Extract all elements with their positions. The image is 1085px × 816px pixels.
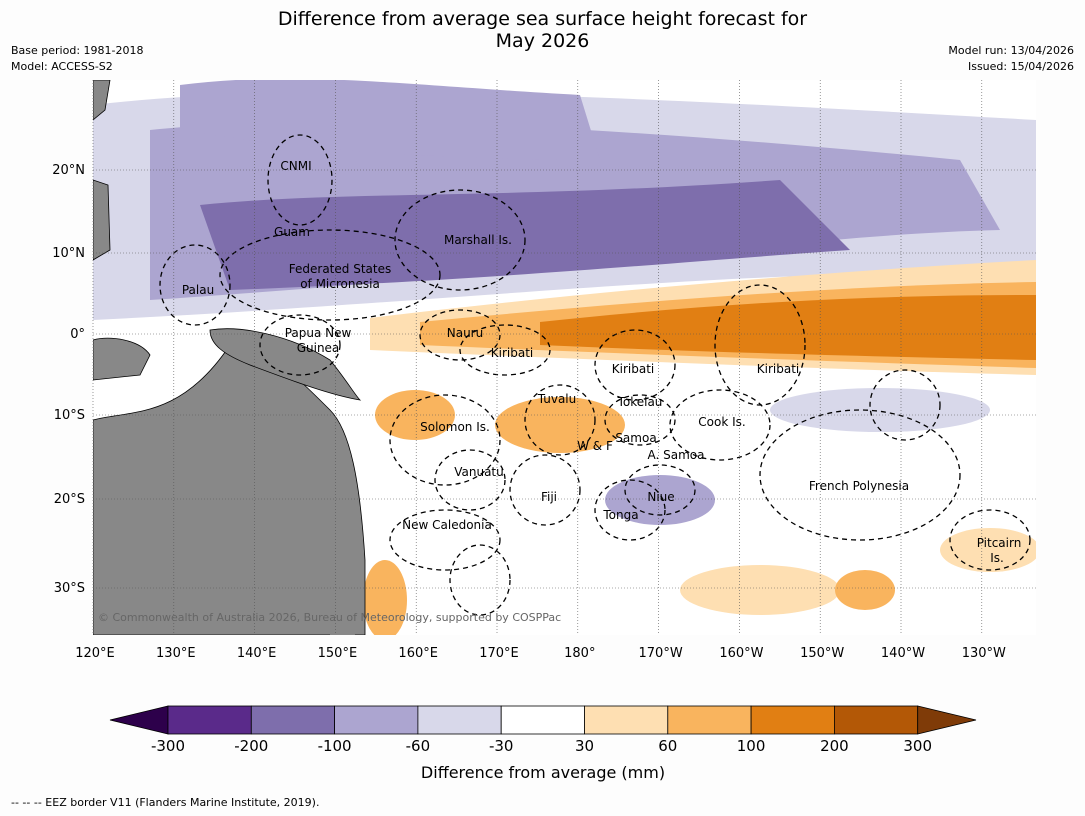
region-label: New Caledonia (402, 518, 492, 532)
region-label: Kiribati (491, 346, 533, 360)
colorbar-extend-low (109, 705, 169, 735)
lon-label: 130°W (962, 646, 1006, 661)
longitude-labels: 120°E 130°E 140°E 150°E 160°E 170°E 180° 170°W 1… (75, 646, 1006, 661)
lon-label: 150°E (318, 646, 358, 661)
colorbar-tick: -300 (151, 737, 185, 755)
title-line-2: May 2026 (495, 30, 590, 52)
region-label: Vanuatu (454, 465, 504, 479)
region-label: Niue (647, 490, 674, 504)
title-line-1: Difference from average sea surface heig… (277, 8, 808, 30)
colorbar-extend-high (917, 705, 977, 735)
lat-label: 0° (70, 327, 85, 342)
lat-label: 20°N (52, 163, 85, 178)
region-label: French Polynesia (809, 479, 909, 493)
colorbar-swatch (500, 705, 585, 735)
region-label: Marshall Is. (444, 233, 512, 247)
colorbar-label: Difference from average (mm) (421, 763, 665, 782)
region-label: Tokelau (617, 395, 663, 409)
anomaly-dark-purple-north (200, 180, 850, 290)
region-label: of Micronesia (300, 277, 380, 291)
region-label: Kiribati (757, 362, 799, 376)
colorbar-swatch (250, 705, 336, 735)
region-label: Palau (182, 283, 214, 297)
land-new-zealand-north (330, 600, 355, 635)
region-label: Fiji (541, 490, 557, 504)
anomaly-dark-orange-equator (540, 295, 1036, 360)
colorbar-tick: -100 (318, 737, 352, 755)
lon-label: 140°W (881, 646, 925, 661)
region-label: Guam (274, 225, 310, 239)
anomaly-purple-niue (605, 475, 715, 525)
region-label: Guinea (297, 341, 340, 355)
colorbar-swatch (834, 705, 919, 735)
anomaly-orange-tuvalu (495, 397, 625, 453)
colorbar-swatch (750, 705, 835, 735)
region-label: Cook Is. (698, 415, 745, 429)
anomaly-light-orange-south (680, 565, 840, 615)
region-label: Federated States (289, 262, 391, 276)
meta-right: Model run: 13/04/2026 Issued: 15/04/2026 (948, 43, 1074, 75)
issued-date: Issued: 15/04/2026 (967, 60, 1074, 73)
anomaly-light-purple-east (770, 388, 990, 432)
map-title: Difference from average sea surface heig… (0, 8, 1085, 52)
lon-label: 130°E (156, 646, 196, 661)
colorbar-swatch (417, 705, 502, 735)
eez-borders (159, 134, 1031, 616)
colorbar-tick: 30 (575, 737, 594, 755)
colorbar-tick: -60 (406, 737, 431, 755)
gridlines (92, 80, 1036, 635)
region-label: Tuvalu (537, 392, 577, 406)
anomaly-orange-tasman (363, 560, 407, 635)
lon-label: 170°E (479, 646, 519, 661)
eez-legend: -- -- -- EEZ border V11 (Flanders Marine… (11, 796, 320, 809)
region-label: Papua New (285, 326, 352, 340)
region-label: Samoa (615, 431, 656, 445)
model-run: Model run: 13/04/2026 (948, 44, 1074, 57)
lon-label: 160°E (398, 646, 438, 661)
lon-label: 160°W (719, 646, 763, 661)
lat-label: 20°S (54, 492, 85, 507)
lon-label: 180° (564, 646, 595, 661)
map-area (93, 80, 1036, 635)
colorbar-swatch (334, 705, 419, 735)
lon-label: 120°E (75, 646, 115, 661)
colorbar-tick: 100 (737, 737, 766, 755)
base-period: Base period: 1981-2018 (11, 44, 144, 57)
land-indonesia (93, 337, 151, 381)
anomaly-orange-south-east (835, 570, 895, 610)
lon-label: 170°W (639, 646, 683, 661)
region-label: Kiribati (612, 362, 654, 376)
model-name: Model: ACCESS-S2 (11, 60, 113, 73)
land-new-guinea (209, 328, 362, 401)
lat-label: 10°N (52, 246, 85, 261)
colorbar-swatch (167, 705, 252, 735)
lat-label: 30°S (54, 581, 85, 596)
colorbar: -300 -200 -100 -60 -30 30 60 100 200 300 (109, 705, 977, 755)
colorbar-tick: -30 (489, 737, 514, 755)
copyright-text: © Commonwealth of Australia 2026, Bureau… (98, 611, 561, 624)
region-label: Tonga (602, 508, 638, 522)
region-label: Is. (990, 551, 1004, 565)
region-label: A. Samoa (648, 448, 705, 462)
region-label: W & F (577, 439, 613, 453)
colorbar-tick: 60 (658, 737, 677, 755)
anomaly-light-orange-pitcairn (940, 528, 1036, 572)
map-figure: 20°N 10°N 0° 10°S 20°S 30°S 120°E 130°E 140°E 15… (52, 80, 1036, 782)
region-label: Nauru (447, 326, 483, 340)
colorbar-swatch (584, 705, 669, 735)
lon-label: 140°E (237, 646, 277, 661)
lat-label: 10°S (54, 408, 85, 423)
colorbar-tick: 300 (903, 737, 932, 755)
region-label: Pitcairn (977, 536, 1022, 550)
region-label: CNMI (280, 159, 311, 173)
colorbar-tick: -200 (234, 737, 268, 755)
latitude-labels: 20°N 10°N 0° 10°S 20°S 30°S (52, 163, 85, 596)
land-philippines (93, 80, 111, 261)
colorbar-swatch (667, 705, 752, 735)
lon-label: 150°W (800, 646, 844, 661)
region-label: Solomon Is. (420, 420, 490, 434)
meta-left: Base period: 1981-2018 Model: ACCESS-S2 (11, 43, 143, 75)
colorbar-tick: 200 (820, 737, 849, 755)
